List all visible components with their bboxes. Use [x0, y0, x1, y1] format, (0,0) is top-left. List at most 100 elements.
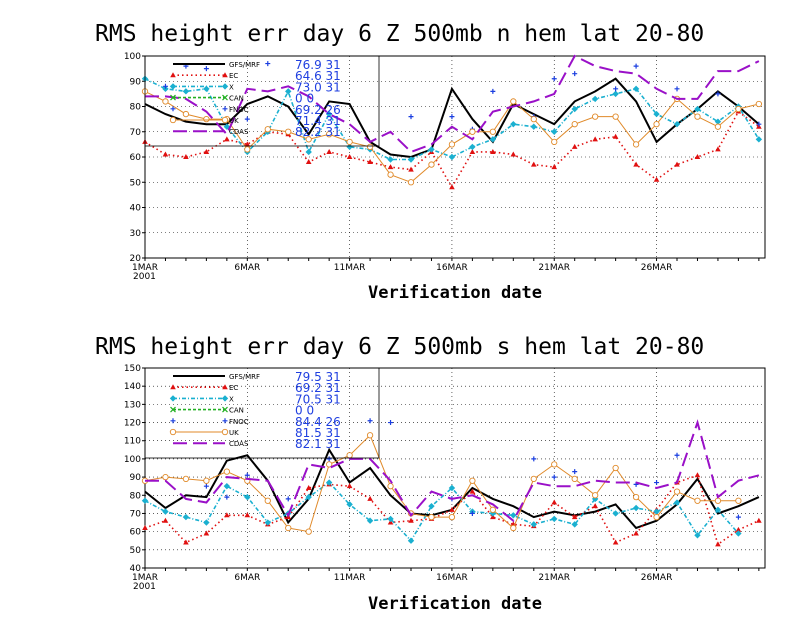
bottom-series-ec-point	[633, 530, 639, 536]
bottom-series-x-point	[735, 530, 742, 537]
bottom-legend-fnoc-name: FNOC	[229, 418, 249, 426]
bottom-series-x-point	[571, 521, 578, 528]
bottom-series-fnoc-point	[551, 474, 557, 480]
top-series-ec-point	[224, 136, 230, 142]
bottom-series-fnoc-point	[531, 456, 537, 462]
top-series-fnoc-point	[490, 88, 496, 94]
bottom-legend-box	[144, 367, 380, 459]
top-y-tick-label: 30	[130, 229, 142, 239]
bottom-series-fnoc-point	[367, 418, 373, 424]
top-y-tick-label: 100	[124, 52, 141, 62]
top-series-uk-point	[244, 146, 251, 153]
bottom-series-uk-point	[448, 513, 456, 521]
top-series-uk-point	[571, 121, 578, 128]
bottom-series-fnoc-point	[654, 480, 660, 486]
bottom-series-ec-point	[592, 503, 598, 509]
top-series-uk-point	[387, 171, 394, 178]
top-series-ec-point	[469, 148, 476, 154]
top-series-fnoc-point	[756, 121, 762, 127]
top-series-x-point	[551, 128, 558, 135]
bottom-legend-gfs-mrf-name: GFS/MRF	[229, 373, 260, 381]
top-series-ec-point	[326, 148, 332, 154]
bottom-series-uk-point	[223, 468, 230, 475]
bottom-legend-can-stat: 0 0	[295, 404, 314, 418]
bottom-series-uk-point	[653, 513, 660, 521]
bottom-series-uk-point	[551, 461, 558, 468]
top-series-fnoc-point	[203, 66, 209, 72]
bottom-legend-fnoc-marker	[222, 418, 228, 424]
bottom-series-x-point	[632, 504, 640, 512]
bottom-series-x-line	[144, 481, 740, 543]
bottom-legend-uk-name: UK	[229, 429, 239, 437]
bottom-y-tick-label: 80	[130, 491, 142, 501]
top-series-x-point	[673, 120, 681, 128]
bottom-series-ec-point	[551, 499, 558, 505]
bottom-series-x-point	[448, 484, 456, 492]
bottom-series-ec-point	[408, 517, 414, 523]
bottom-series-cdas-line	[145, 419, 760, 523]
top-series-ec-point	[674, 161, 680, 167]
top-x-tick-label: 21MAR	[538, 263, 570, 273]
top-series-x-point	[285, 88, 292, 95]
bottom-series-ec-point	[449, 506, 455, 512]
top-series-ec-point	[653, 176, 660, 182]
bottom-series-ec-point	[224, 512, 230, 518]
top-y-tick-label: 20	[130, 254, 142, 264]
bottom-series-fnoc-point	[572, 469, 578, 475]
top-legend-cdas-stat: 82.2 31	[295, 125, 341, 139]
bottom-series-x-point	[141, 497, 149, 504]
bottom-series-x-point	[510, 512, 517, 519]
top-series-uk-point	[735, 105, 742, 113]
top-legend-uk-marker	[169, 116, 177, 124]
bottom-series-ec-point	[305, 485, 312, 490]
bottom-x-tick-label: 6MAR	[234, 573, 260, 583]
top-x-tick-label: 16MAR	[436, 263, 468, 273]
top-series-uk-point	[510, 98, 517, 105]
top-series-x-point	[305, 148, 312, 156]
bottom-x-tick-year: 2001	[133, 582, 156, 592]
top-y-tick-label: 90	[130, 77, 142, 87]
top-series-x-point	[428, 146, 435, 153]
top-series-cdas-line	[145, 54, 760, 154]
bottom-series-ec-point	[142, 525, 148, 530]
bottom-series-ec-point	[612, 539, 619, 545]
bottom-y-tick-label: 130	[124, 400, 141, 410]
bottom-series-uk-point	[735, 497, 742, 504]
top-series-ec-point	[551, 164, 558, 170]
bottom-series-uk-point	[326, 461, 333, 468]
bottom-legend-uk-marker	[221, 428, 229, 436]
bottom-series-uk-point	[694, 497, 701, 504]
bottom-legend-x-name: X	[229, 395, 234, 403]
bottom-series-x-point	[203, 519, 210, 526]
top-series-ec-point	[715, 146, 721, 152]
top-legend-ec-marker	[170, 72, 176, 78]
bottom-series-x-point	[551, 515, 558, 523]
top-series-uk-point	[632, 141, 640, 148]
top-series-x-point	[182, 88, 190, 95]
bottom-legend-x-marker	[221, 395, 229, 402]
bottom-series-ec-point	[571, 514, 578, 520]
bottom-series-x-point	[612, 510, 619, 517]
top-legend-ec-name: EC	[229, 72, 238, 80]
bottom-series-uk-point	[632, 493, 640, 501]
bottom-series-ec-point	[203, 530, 210, 536]
bottom-series-uk-point	[530, 475, 537, 483]
bottom-legend-uk-stat: 81.5 31	[295, 426, 341, 440]
bottom-y-tick-label: 90	[130, 473, 142, 483]
bottom-legend-uk-marker	[169, 428, 177, 436]
top-series-ec-point	[530, 161, 537, 167]
bottom-series-uk-point	[489, 506, 497, 513]
top-series-x-point	[407, 156, 415, 163]
bottom-series-fnoc-point	[285, 496, 291, 502]
bottom-series-uk-point	[264, 497, 271, 504]
bottom-series-uk-point	[346, 452, 353, 459]
bottom-series-fnoc-point	[735, 514, 741, 520]
top-y-tick-label: 70	[130, 128, 142, 138]
top-series-x-point	[510, 120, 517, 128]
bottom-series-fnoc-point	[326, 456, 332, 462]
top-legend-x-name: X	[229, 83, 234, 91]
top-series-x-point	[694, 105, 701, 113]
bottom-y-tick-label: 50	[130, 546, 142, 556]
bottom-plot-frame	[144, 367, 766, 569]
